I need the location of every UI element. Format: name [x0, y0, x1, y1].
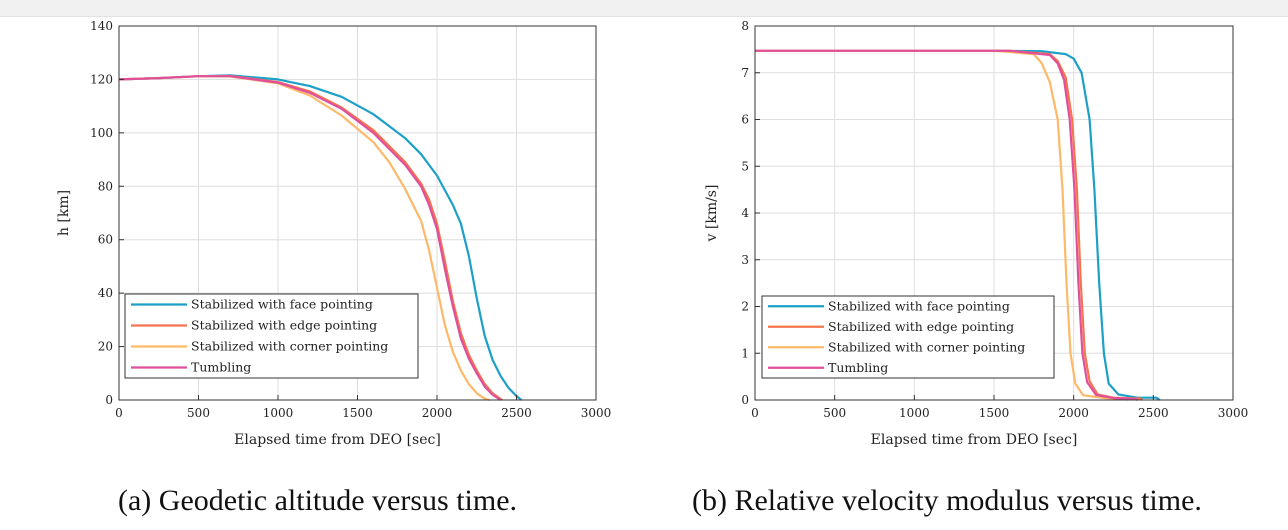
legend-label-4: Tumbling	[191, 360, 251, 375]
y-tick-label: 120	[90, 72, 113, 86]
x-tick-label: 500	[823, 406, 846, 420]
x-tick-label: 0	[115, 406, 123, 420]
y-tick-label: 0	[741, 393, 749, 407]
x-tick-label: 2500	[1138, 406, 1169, 420]
legend-label-4: Tumbling	[828, 360, 888, 375]
caption-a: (a) Geodetic altitude versus time.	[118, 484, 518, 517]
y-tick-label: 60	[98, 233, 113, 247]
series-line-1	[755, 49, 1161, 401]
x-tick-label: 2000	[422, 406, 453, 420]
y-tick-label: 0	[105, 393, 113, 407]
series-line-1	[118, 74, 523, 401]
legend-box	[761, 295, 1055, 379]
x-tick-label: 0	[751, 406, 759, 420]
y-tick-label: 8	[741, 19, 749, 33]
top-bar	[0, 0, 1288, 17]
y-tick-label: 80	[98, 179, 113, 193]
legend-box	[124, 293, 419, 379]
x-tick-label: 2500	[501, 406, 532, 420]
y-axis-label: h [km]	[56, 190, 72, 236]
y-tick-label: 3	[741, 253, 749, 267]
y-tick-label: 140	[90, 19, 113, 33]
y-tick-label: 6	[741, 113, 749, 127]
chart-a: 0 500 1000 1500 2000 2500 3000 0 20 40 60 80 100 120 1…	[56, 19, 611, 448]
x-tick-label: 3000	[581, 406, 612, 420]
y-tick-label: 7	[741, 66, 749, 80]
x-tick-label: 1500	[342, 406, 373, 420]
series-line-3	[755, 49, 1129, 401]
chart-b: 0 500 1000 1500 2000 2500 3000 0 1 2 3 4 5 6 7 8 Elapsed…	[704, 19, 1248, 448]
x-tick-label: 3000	[1218, 406, 1249, 420]
y-tick-label: 20	[98, 340, 113, 354]
x-tick-label: 500	[187, 406, 210, 420]
x-tick-label: 1500	[979, 406, 1010, 420]
x-axis-label: Elapsed time from DEO [sec]	[234, 432, 441, 448]
caption-b: (b) Relative velocity modulus versus tim…	[692, 484, 1202, 517]
y-tick-label: 5	[741, 159, 749, 173]
legend-label-2: Stabilized with edge pointing	[191, 318, 377, 333]
figure-canvas: 0 500 1000 1500 2000 2500 30000204060801001201…	[56, 19, 1248, 448]
legend: Stabilized with face pointing Stabilized …	[761, 295, 1055, 379]
y-tick-label: 1	[741, 346, 749, 360]
y-tick-label: 4	[741, 206, 749, 220]
x-axis-label: Elapsed time from DEO [sec]	[871, 432, 1078, 448]
series-line-4	[118, 75, 502, 401]
legend: Stabilized with face pointing Stabilized …	[124, 293, 419, 379]
y-axis-label: v [km/s]	[704, 185, 720, 243]
y-tick-label: 40	[98, 286, 113, 300]
legend-label-3: Stabilized with corner pointing	[828, 339, 1025, 354]
legend-label-1: Stabilized with face pointing	[191, 297, 373, 312]
x-tick-label: 1000	[899, 406, 930, 420]
legend-label-1: Stabilized with face pointing	[828, 298, 1010, 313]
series-line-4	[755, 49, 1138, 401]
y-tick-label: 2	[741, 300, 749, 314]
legend-label-3: Stabilized with corner pointing	[191, 339, 388, 354]
x-tick-label: 1000	[263, 406, 294, 420]
legend-label-2: Stabilized with edge pointing	[828, 319, 1014, 334]
y-tick-label: 100	[90, 126, 113, 140]
x-tick-label: 2000	[1058, 406, 1089, 420]
